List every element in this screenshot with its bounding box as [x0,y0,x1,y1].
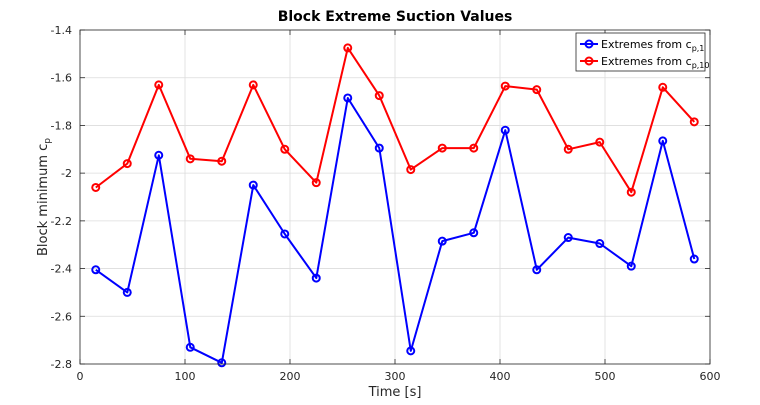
series-1-point [122,287,132,297]
series-2-point [626,187,636,197]
series-2-point [248,80,258,90]
y-axis-label-main: Block minimum c [36,144,51,256]
y-tick-label: -2.4 [51,263,72,276]
series-1-point [185,342,195,352]
legend-label-series-2-subscript: p,10 [692,61,710,70]
series-2-point [280,144,290,154]
y-tick-label: -1.8 [51,119,72,132]
series-2-point [185,154,195,164]
series-2-point [437,143,447,153]
ticks: 0 100 200 300 400 500 600 -2.8 -2.6 -2.4 -2.2 -2 -1.… [51,24,721,383]
series-2-point [154,80,164,90]
series-1-point [374,143,384,153]
y-tick-label: -2.6 [51,310,72,323]
series-2-point [689,117,699,127]
series-1-point [532,265,542,275]
y-axis-label: Block minimum cp [36,138,53,256]
series-2-point [563,144,573,154]
series-1-point [217,358,227,368]
x-tick-label: 400 [490,370,511,383]
series-1-point [343,93,353,103]
series-1-point [626,261,636,271]
series-2-point [91,182,101,192]
legend: Extremes from cp,1 Extremes from cp,10 [575,32,710,72]
y-tick-label: -1.4 [51,24,72,37]
series-2 [91,43,699,197]
series-1-point [563,233,573,243]
series-2-point [658,82,668,92]
series-1-point [154,150,164,160]
legend-label-series-1: Extremes from cp,1 [601,38,704,53]
series-1-point [406,346,416,356]
series-1-point [311,273,321,283]
x-tick-label: 100 [175,370,196,383]
x-tick-label: 0 [77,370,84,383]
series-2-point [343,43,353,53]
x-axis-label: Time [s] [368,385,422,400]
series-1-line [95,97,696,364]
series-1-point [280,229,290,239]
series-2-line [95,46,696,194]
x-tick-label: 500 [595,370,616,383]
series-1-point [91,265,101,275]
legend-label-series-1-main: Extremes from c [601,38,692,51]
series-2-point [217,156,227,166]
y-axis-label-subscript: p [43,138,53,144]
chart-title: Block Extreme Suction Values [278,9,513,25]
series-2-point [469,143,479,153]
legend-box [575,32,706,72]
x-tick-label: 600 [700,370,721,383]
series-1-point [689,254,699,264]
series-1-point [248,180,258,190]
legend-marker-series-2 [584,56,594,66]
series-2-point [122,159,132,169]
series-2-point [374,91,384,101]
series-2-point [532,85,542,95]
series-1-point [595,239,605,249]
series-2-point [500,81,510,91]
series-layer [91,43,699,368]
x-tick-label: 300 [385,370,406,383]
series-1-point [437,236,447,246]
legend-marker-series-1 [584,39,594,49]
legend-label-series-2: Extremes from cp,10 [601,55,710,70]
series-1 [91,93,699,368]
series-2-point [311,178,321,188]
series-2-point [595,137,605,147]
y-tick-label: -2.8 [51,358,72,371]
y-tick-label: -2 [61,167,72,180]
series-2-point [406,165,416,175]
series-1-point [658,136,668,146]
x-tick-label: 200 [280,370,301,383]
y-tick-label: -2.2 [51,215,72,228]
series-1-point [500,125,510,135]
legend-label-series-2-main: Extremes from c [601,55,692,68]
legend-label-series-1-subscript: p,1 [692,44,705,53]
y-tick-label: -1.6 [51,72,72,85]
series-1-point [469,228,479,238]
